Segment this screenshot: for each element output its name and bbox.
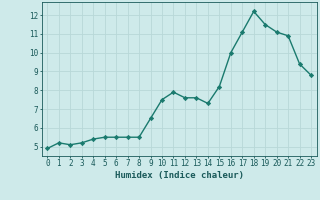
X-axis label: Humidex (Indice chaleur): Humidex (Indice chaleur) — [115, 171, 244, 180]
